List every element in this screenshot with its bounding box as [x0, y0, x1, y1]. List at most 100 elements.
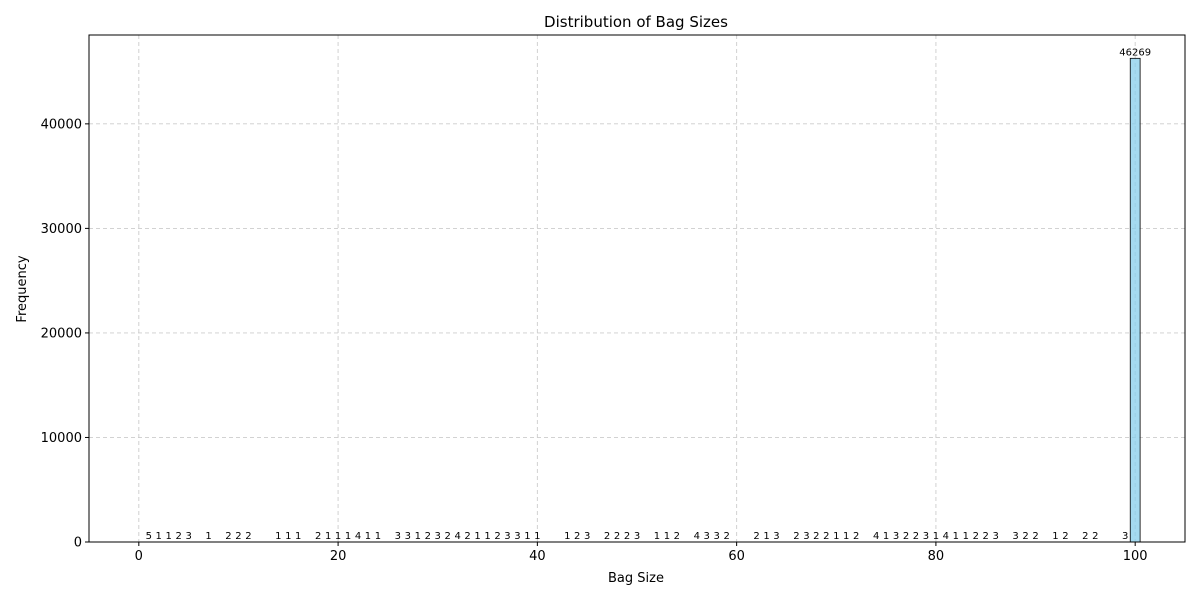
bar-data-label: 1 [564, 531, 570, 542]
bar-data-label: 2 [1092, 531, 1098, 542]
bar-data-label: 1 [883, 531, 889, 542]
bar-data-label: 2 [245, 531, 251, 542]
bar-data-label: 3 [185, 531, 191, 542]
bar-data-label: 3 [993, 531, 999, 542]
x-axis-ticks: 0 20 40 60 80 100 [135, 542, 1148, 564]
bar-data-label: 2 [823, 531, 829, 542]
x-tick-label: 80 [928, 549, 945, 564]
bar-data-label: 1 [534, 531, 540, 542]
bar-data-label: 3 [773, 531, 779, 542]
bar-data-label: 1 [843, 531, 849, 542]
bar-data-label: 1 [345, 531, 351, 542]
bar-data-label: 1 [325, 531, 331, 542]
bar-data-label: 1 [953, 531, 959, 542]
x-tick-label: 20 [330, 549, 347, 564]
bar-data-label: 2 [1062, 531, 1068, 542]
bar-data-label: 1 [166, 531, 172, 542]
bar-data-label: 1 [275, 531, 281, 542]
bar-data-label: 2 [973, 531, 979, 542]
y-axis-ticks: 0 10000 20000 30000 40000 [41, 117, 89, 551]
bar-data-label: 3 [634, 531, 640, 542]
bar-data-label: 3 [803, 531, 809, 542]
bar-data-label: 2 [753, 531, 759, 542]
bar-data-label: 4 [454, 531, 460, 542]
bar-data-label: 2 [235, 531, 241, 542]
bar-data-label: 3 [395, 531, 401, 542]
x-tick-label: 100 [1123, 549, 1148, 564]
bar-data-label: 2 [1022, 531, 1028, 542]
bar-data-label: 1 [365, 531, 371, 542]
bar-data-label: 2 [793, 531, 799, 542]
bar-data-label: 3 [435, 531, 441, 542]
y-tick-label: 10000 [41, 431, 82, 446]
bar-data-label: 1 [654, 531, 660, 542]
bar-data-label: 2 [225, 531, 231, 542]
chart-title: Distribution of Bag Sizes [544, 13, 728, 31]
bar-data-label: 3 [514, 531, 520, 542]
bar-data-label: 1 [156, 531, 162, 542]
bar-data-label: 1 [664, 531, 670, 542]
bar-data-label: 1 [474, 531, 480, 542]
bar-data-label: 2 [464, 531, 470, 542]
bar-data-label: 2 [1032, 531, 1038, 542]
bar-data-label: 1 [524, 531, 530, 542]
plot-area-frame [88, 34, 1186, 543]
grid-lines [89, 35, 1185, 543]
bar-data-label: 1 [335, 531, 341, 542]
bar-data-label: 1 [285, 531, 291, 542]
x-tick-label: 60 [728, 549, 745, 564]
y-tick-label: 0 [74, 536, 82, 551]
bar-data-label: 3 [704, 531, 710, 542]
bar-data-label: 2 [574, 531, 580, 542]
bar-data-label: 2 [853, 531, 859, 542]
bar-data-label: 1 [933, 531, 939, 542]
bar-data-label: 3 [1122, 531, 1128, 542]
bar-data-label: 2 [813, 531, 819, 542]
bar-data-label: 2 [913, 531, 919, 542]
bar-data-label: 46269 [1119, 47, 1151, 58]
bar-data-label: 2 [624, 531, 630, 542]
bar-data-label: 1 [963, 531, 969, 542]
bar-data-label: 2 [175, 531, 181, 542]
bar-data-label: 1 [205, 531, 211, 542]
bar-data-label: 3 [584, 531, 590, 542]
y-tick-label: 30000 [41, 222, 82, 237]
bar-data-label: 2 [494, 531, 500, 542]
bar-data-label: 2 [674, 531, 680, 542]
bar-data-label: 3 [504, 531, 510, 542]
bar-data-label: 3 [923, 531, 929, 542]
bar-data-label: 4 [943, 531, 949, 542]
bar-data-label: 1 [484, 531, 490, 542]
bar-data-label: 3 [893, 531, 899, 542]
bar-data-label: 2 [983, 531, 989, 542]
bar-data-label: 4 [694, 531, 700, 542]
bar [1129, 57, 1141, 543]
y-tick-label: 40000 [41, 117, 82, 132]
bar-data-label: 2 [1082, 531, 1088, 542]
bar-data-label: 2 [445, 531, 451, 542]
bar-data-label: 1 [295, 531, 301, 542]
bar-data-label: 1 [375, 531, 381, 542]
bar-data-label: 2 [723, 531, 729, 542]
bar-data-label: 3 [714, 531, 720, 542]
y-tick-label: 20000 [41, 326, 82, 341]
bars [143, 57, 1141, 543]
bar-data-label: 2 [604, 531, 610, 542]
x-axis-title: Bag Size [608, 571, 664, 586]
bar-data-label: 3 [405, 531, 411, 542]
y-axis-title: Frequency [15, 255, 30, 322]
bar-data-label: 1 [833, 531, 839, 542]
x-tick-label: 40 [529, 549, 546, 564]
bar-data-label: 2 [903, 531, 909, 542]
bar-data-label: 2 [315, 531, 321, 542]
bar-data-label: 4 [355, 531, 361, 542]
bar-data-label: 2 [425, 531, 431, 542]
bar-data-label: 1 [763, 531, 769, 542]
bar-data-label: 5 [146, 531, 152, 542]
x-tick-label: 0 [135, 549, 143, 564]
bar-data-label: 3 [1012, 531, 1018, 542]
bar-data-label: 4 [873, 531, 879, 542]
